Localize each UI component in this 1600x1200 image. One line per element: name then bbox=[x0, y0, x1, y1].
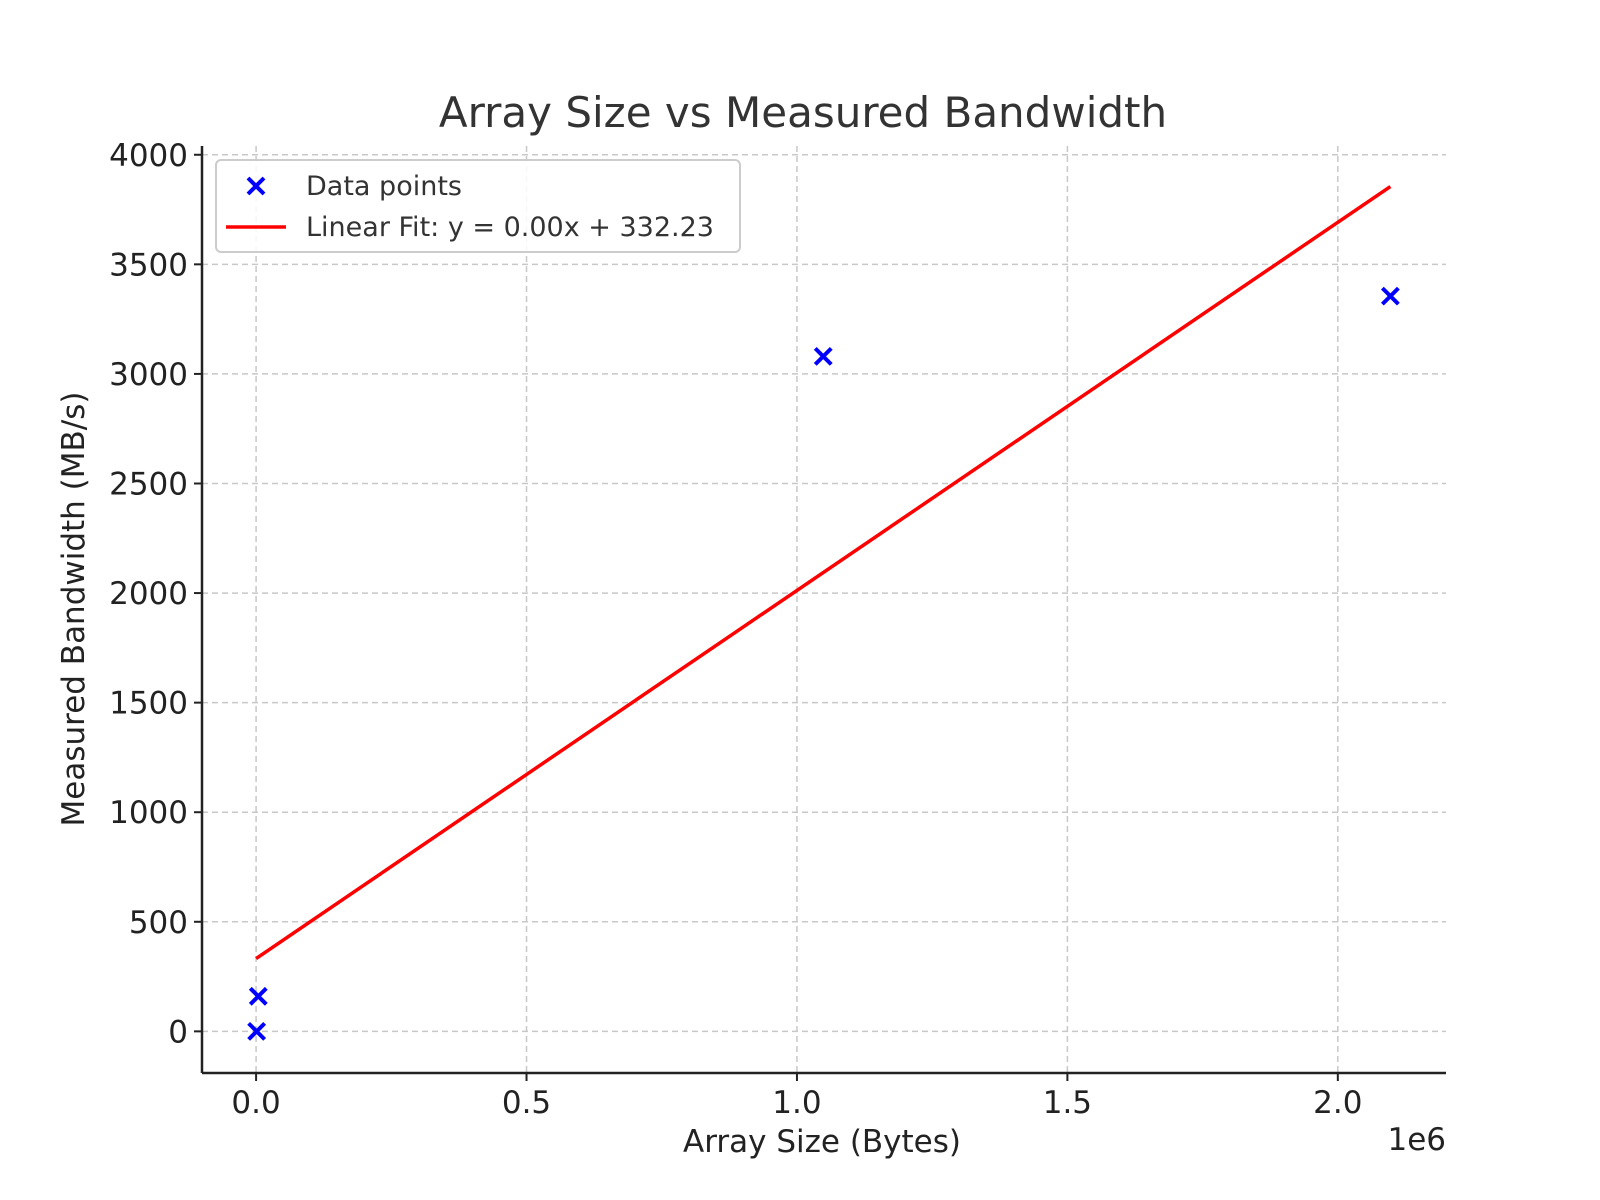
y-axis-label: Measured Bandwidth (MB/s) bbox=[56, 392, 92, 827]
x-axis-label: Array Size (Bytes) bbox=[683, 1124, 961, 1160]
data-point bbox=[247, 1021, 267, 1041]
y-tick-label: 2000 bbox=[109, 576, 188, 612]
data-point bbox=[813, 346, 833, 366]
line-layer bbox=[255, 185, 1392, 961]
chart-title: Array Size vs Measured Bandwidth bbox=[439, 88, 1167, 137]
y-tick-label: 3000 bbox=[109, 357, 188, 393]
ticks-layer: 0.0 0.5 1.0 1.5 2.0 0 500 1000 1500 2000 2500 3000 3… bbox=[109, 138, 1362, 1121]
y-tick-label: 4000 bbox=[109, 138, 188, 174]
y-tick-label: 1000 bbox=[109, 795, 188, 831]
x-tick-label: 1.0 bbox=[772, 1085, 821, 1121]
y-tick-label: 3500 bbox=[109, 247, 188, 283]
y-tick-label: 1500 bbox=[109, 686, 188, 722]
legend: Data points Linear Fit: y = 0.00x + 332.2… bbox=[215, 159, 741, 253]
fit-line bbox=[255, 185, 1392, 961]
axes-layer bbox=[200, 146, 1446, 1075]
x-tick-label: 2.0 bbox=[1313, 1085, 1362, 1121]
data-point bbox=[248, 986, 268, 1006]
legend-marker-swatch bbox=[246, 176, 266, 196]
x-tick-label: 1.5 bbox=[1043, 1085, 1092, 1121]
legend-entry-label: Data points bbox=[306, 171, 462, 202]
y-tick-label: 500 bbox=[129, 905, 188, 941]
y-tick-label: 0 bbox=[168, 1014, 188, 1050]
x-tick-label: 0.5 bbox=[502, 1085, 551, 1121]
x-offset-label: 1e6 bbox=[1387, 1122, 1446, 1158]
x-tick-label: 0.0 bbox=[231, 1085, 280, 1121]
legend-entry-label: Linear Fit: y = 0.00x + 332.23 bbox=[306, 212, 714, 243]
y-tick-label: 2500 bbox=[109, 466, 188, 502]
data-point bbox=[1380, 286, 1400, 306]
legend-frame bbox=[215, 159, 741, 253]
grid-layer bbox=[202, 146, 1446, 1073]
point-layer bbox=[247, 286, 1400, 1041]
